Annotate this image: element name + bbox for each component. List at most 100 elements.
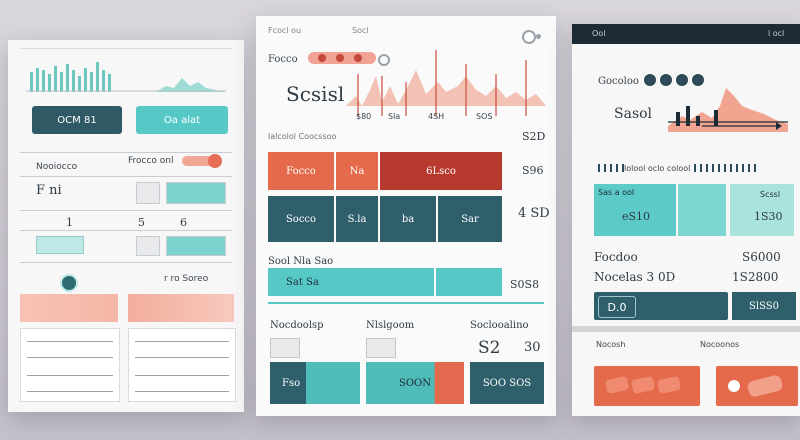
settings-icon[interactable] <box>522 30 536 44</box>
search-icon[interactable] <box>378 54 390 66</box>
footer-icon-1[interactable] <box>270 338 300 358</box>
right-top-label: Gocoloo <box>598 76 639 87</box>
row3-input[interactable] <box>36 236 84 254</box>
right-header-left: Ool <box>592 29 606 38</box>
row2-right: 1S2800 <box>732 270 779 284</box>
menu-icon[interactable] <box>536 34 541 39</box>
pill-icon <box>630 375 656 395</box>
chart-arrow-icon <box>702 122 782 130</box>
footer-icon-2[interactable] <box>366 338 396 358</box>
footer-label-3: Soclooalino <box>470 320 529 331</box>
footer-big-value: S2 <box>478 338 501 358</box>
section2-title: Sool Nla Sao <box>268 256 334 267</box>
pill-icon <box>604 375 630 395</box>
tile1-label: Sas a ool <box>598 188 635 197</box>
table-row <box>27 375 113 376</box>
secondary-teal-button[interactable]: Oa alat <box>136 106 228 134</box>
header-small-left: Fcocl ou <box>268 26 302 35</box>
row-line <box>20 210 232 211</box>
pill-dot-icon <box>318 54 326 62</box>
dark-box[interactable]: D.0 <box>594 292 728 320</box>
table-row <box>135 357 229 358</box>
pill-dot-icon <box>336 54 344 62</box>
table-row <box>135 375 229 376</box>
row1-field-a[interactable] <box>136 182 160 204</box>
tile-2[interactable] <box>678 184 726 236</box>
row2-cell-b[interactable]: S.la <box>336 196 378 242</box>
header-small-right: Socl <box>352 26 369 35</box>
row2-mid-value: 5 <box>138 216 145 229</box>
right-legend: lolool oclo colool <box>624 164 691 173</box>
status-dot-icon <box>692 74 704 86</box>
bar-underline <box>268 302 544 304</box>
coral-card-1[interactable] <box>594 366 700 406</box>
legend-text: lalcolol Coocssoo <box>268 132 337 141</box>
row2-cell-a[interactable]: Socco <box>268 196 334 242</box>
progress-bar-remainder <box>436 268 502 296</box>
top-label: Focco <box>268 54 298 65</box>
footer-label-1: Nocdoolsp <box>270 320 324 331</box>
bar-side-value: S0S8 <box>510 278 540 291</box>
row2-cell-d[interactable]: Sar <box>438 196 502 242</box>
pill-dot-icon <box>354 54 362 62</box>
tile3-label: Scssl <box>760 190 781 199</box>
row1-field-b[interactable] <box>166 182 226 204</box>
middle-panel: Fcocl ou Socl Focco Scsisl $80 Sla 4SH S… <box>256 16 556 416</box>
right-panel: Ool l ocl Gocoloo Sasol lolool oclo colo… <box>572 24 800 416</box>
footer-label-2: Nlslgoom <box>366 320 415 331</box>
footer-cell-1[interactable]: Fso <box>270 362 360 404</box>
status-dot-icon <box>644 74 656 86</box>
right-header-right: l ocl <box>768 29 785 38</box>
page-title: Scsisl <box>286 82 345 106</box>
right-area-chart <box>668 88 788 132</box>
right-header: Ool l ocl <box>572 24 800 44</box>
row1-label: F ni <box>36 183 62 198</box>
table-row <box>27 391 113 392</box>
primary-dark-button[interactable]: OCM 81 <box>32 106 122 134</box>
card-dot-icon <box>728 380 740 392</box>
area-chart <box>346 50 546 116</box>
coral-card-2[interactable] <box>716 366 798 406</box>
dark-box-2[interactable]: SlSS0 <box>732 292 796 320</box>
row1-cell-b[interactable]: Na <box>336 152 378 190</box>
table-row <box>27 341 113 342</box>
table-left <box>20 328 120 402</box>
row2-left: Nocelas 3 0D <box>594 270 676 284</box>
row1-cell-a[interactable]: Focco <box>268 152 334 190</box>
footer-right: Nocoonos <box>700 340 740 349</box>
header-line <box>20 48 232 49</box>
row2-left-value: 1 <box>66 216 73 229</box>
row2-cell-c[interactable]: ba <box>380 196 436 242</box>
chart-value-3: 4SH <box>428 112 445 121</box>
toggle-switch[interactable] <box>182 154 222 168</box>
tile-1[interactable]: Sas a ool eS10 <box>594 184 676 236</box>
left-panel: OCM 81 Oa alat Nooiocco Frocco onl F ni … <box>8 40 244 412</box>
toggle-label: Frocco onl <box>128 156 174 166</box>
footer-side-value: 30 <box>524 340 541 355</box>
row-line <box>20 230 232 231</box>
row2-right-value: 6 <box>180 216 187 229</box>
toggle-knob <box>208 154 222 168</box>
sparkline-chart <box>26 62 226 92</box>
tile-3[interactable]: Scssl 1S30 <box>730 184 794 236</box>
chart-value-4: SOS <box>476 112 493 121</box>
row1-cell-c[interactable]: 6Lsco <box>380 152 502 190</box>
status-dot-icon <box>676 74 688 86</box>
status-dot-icon <box>60 274 78 292</box>
table-right <box>128 328 236 402</box>
row-line <box>20 262 232 263</box>
footer-text: r ro Soreo <box>164 274 209 284</box>
row-line <box>20 176 232 177</box>
row3-field-b[interactable] <box>166 236 226 256</box>
row3-field-a[interactable] <box>136 236 160 256</box>
salmon-header-left <box>20 294 118 322</box>
tile1-value: eS10 <box>622 210 651 223</box>
progress-bar: Sat Sa <box>268 268 434 296</box>
footer-cell-2[interactable]: SOON <box>366 362 464 404</box>
secondary-teal-button-label: Oa alat <box>163 114 201 126</box>
footer-cell-3[interactable]: SOO SOS <box>470 362 544 404</box>
dark-box-inner: D.0 <box>598 296 636 318</box>
section-label: Nooiocco <box>36 162 78 172</box>
side-value-1: S2D <box>522 130 546 143</box>
section-divider <box>572 326 800 332</box>
